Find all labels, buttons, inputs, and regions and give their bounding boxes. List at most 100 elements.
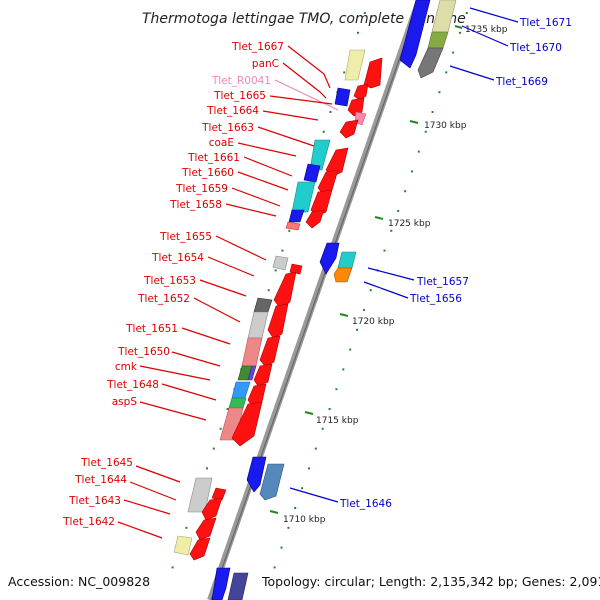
gene-label: Tlet_1653 [143, 275, 196, 287]
kbp-tick [304, 411, 314, 415]
gene-label: Tlet_1643 [68, 495, 121, 507]
scale-dot [226, 408, 229, 410]
gene-block [211, 567, 231, 600]
scale-dot [342, 368, 345, 371]
gene-label: Tlet_1670 [509, 42, 562, 54]
gene-block [344, 49, 366, 81]
genome-backbone [207, 0, 422, 600]
gene-block [289, 263, 303, 275]
gene-label: Tlet_1665 [213, 90, 266, 102]
scale-dot [363, 12, 366, 14]
scale-dot [294, 507, 297, 509]
gene-block [247, 311, 269, 339]
gene-label: Tlet_1651 [125, 323, 178, 335]
gene-block [291, 181, 316, 213]
scale-dot [274, 269, 277, 272]
kbp-tick [269, 510, 279, 514]
kbp-scale: 1735 kbp 1730 kbp 1725 kbp 1720 kbp 1715… [269, 25, 508, 525]
gene-block [241, 337, 263, 367]
gene-block [259, 463, 285, 501]
scale-dot [349, 348, 352, 351]
gene-block [259, 335, 281, 367]
gene-label: Tlet_1655 [159, 231, 212, 243]
accession-text: Accession: NC_009828 [8, 574, 150, 589]
gene-label: panC [252, 58, 279, 70]
gene-label: Tlet_1664 [206, 105, 259, 117]
forward-callout-lines [117, 45, 339, 539]
scale-dot [335, 388, 338, 391]
scale-dot [357, 31, 359, 34]
kbp-tick [374, 216, 384, 220]
scale-dot [288, 229, 291, 232]
scale-dot [459, 31, 461, 34]
kbp-label: 1725 kbp [388, 219, 431, 229]
kbp-tick [339, 313, 349, 317]
gene-block [253, 363, 273, 387]
gene-block [303, 163, 321, 183]
gene-label: Tlet_1652 [137, 293, 190, 305]
gene-block [334, 87, 351, 107]
gene-label: Tlet_1645 [80, 457, 133, 469]
scale-dot [369, 289, 372, 292]
gene-label: Tlet_1650 [117, 346, 170, 358]
reverse-strand-genes [211, 0, 457, 600]
gene-block [399, 0, 431, 69]
reverse-gene-labels: Tlet_1671 Tlet_1670 Tlet_1669 Tlet_1657 … [339, 17, 572, 510]
scale-dot [280, 546, 283, 549]
scale-dot [185, 526, 188, 529]
gene-block [247, 365, 257, 381]
scale-dot [438, 91, 441, 94]
gene-block [253, 297, 273, 313]
gene-block [309, 139, 331, 171]
kbp-label: 1720 kbp [352, 317, 395, 327]
gene-label: Tlet_1648 [106, 379, 159, 391]
kbp-label: 1710 kbp [283, 515, 326, 525]
scale-dot [287, 526, 290, 529]
gene-block [211, 487, 227, 501]
gene-label: Tlet_1657 [416, 276, 469, 288]
scale-dot [308, 467, 310, 470]
gene-block [272, 255, 289, 271]
gene-block [363, 57, 383, 89]
gene-label: Tlet_1658 [169, 199, 222, 211]
gene-block [333, 267, 353, 283]
scale-dot [431, 111, 434, 113]
forward-strand-genes [173, 49, 383, 561]
scale-dot [404, 190, 407, 193]
gene-label: cmk [115, 361, 138, 373]
gene-block [427, 31, 449, 49]
scale-dot [212, 447, 215, 450]
scale-dot [329, 111, 332, 113]
gene-block [305, 209, 325, 229]
gene-label: aspS [112, 396, 138, 408]
gene-block [231, 381, 251, 399]
gene-block [231, 401, 263, 447]
scale-dot [445, 71, 448, 74]
gene-label: Tlet_1669 [495, 76, 548, 88]
scale-dot [267, 289, 270, 292]
gene-label: Tlet_1644 [74, 474, 127, 486]
gene-label: Tlet_1659 [175, 183, 228, 195]
scale-dot [343, 71, 346, 74]
gene-block [337, 251, 357, 269]
scale-dot [273, 566, 276, 569]
scale-dot [206, 467, 208, 470]
kbp-tick [409, 120, 419, 124]
scale-dot [397, 210, 400, 212]
gene-label: coaE [209, 137, 234, 149]
scale-dot [424, 130, 427, 133]
gene-block [417, 47, 444, 79]
gene-block [339, 119, 359, 139]
gene-block [227, 572, 249, 600]
gene-label: Tlet_1671 [519, 17, 572, 29]
gene-block [288, 209, 305, 223]
gene-block [325, 147, 349, 177]
kbp-label: 1735 kbp [465, 25, 508, 35]
scale-dot [383, 249, 386, 252]
topology-text: Topology: circular; Length: 2,135,342 bp… [261, 574, 600, 589]
scale-dot [281, 249, 284, 252]
gene-block [201, 497, 223, 521]
gene-label: Tlet_1656 [409, 293, 462, 305]
scale-dot [362, 309, 365, 311]
